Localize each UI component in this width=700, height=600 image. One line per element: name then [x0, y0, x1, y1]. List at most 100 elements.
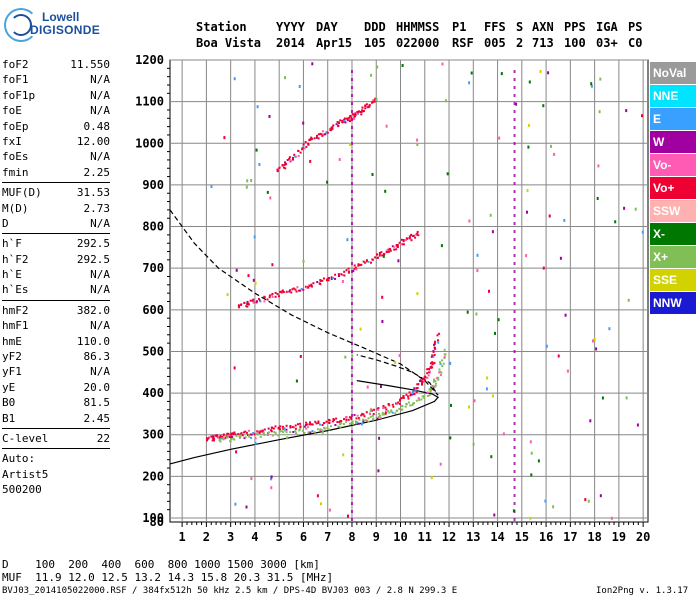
echo-point: [213, 438, 216, 441]
echo-point: [285, 290, 288, 293]
echo-point: [268, 296, 271, 299]
param-name: foEs: [2, 150, 29, 164]
echo-point: [416, 230, 419, 233]
noise-echo-point: [439, 462, 442, 466]
echo-point: [398, 407, 401, 410]
echo-point: [421, 383, 423, 386]
noise-echo-point: [268, 115, 271, 118]
echo-point: [337, 125, 340, 128]
noise-echo-point: [527, 145, 530, 149]
noise-echo-point: [401, 64, 404, 67]
echo-point: [222, 434, 225, 437]
echo-point: [429, 389, 432, 392]
echo-point: [370, 409, 373, 412]
electron-density-profile-solid: [169, 380, 440, 465]
echo-point: [297, 423, 299, 426]
noise-echo-point: [416, 292, 419, 296]
echo-point: [232, 433, 235, 436]
echo-point: [426, 376, 429, 379]
noise-echo-point: [226, 293, 229, 297]
echo-point: [325, 420, 328, 423]
param-value: 2.45: [83, 411, 111, 425]
echo-point: [362, 420, 365, 423]
echo-point: [356, 414, 359, 417]
echo-point: [289, 431, 292, 434]
echo-point: [350, 117, 353, 120]
noise-echo-point: [245, 505, 248, 509]
echo-point: [299, 151, 302, 154]
echo-point: [317, 420, 320, 423]
echo-point: [417, 234, 420, 237]
param-value: 86.3: [83, 350, 111, 364]
echo-point: [279, 428, 281, 431]
x-tick-label: 14: [490, 530, 504, 544]
echo-point: [399, 398, 402, 401]
echo-point: [218, 438, 221, 441]
echo-point: [345, 418, 348, 421]
param-separator: [2, 427, 110, 429]
echo-point: [401, 243, 404, 246]
echo-point: [330, 276, 333, 279]
echo-point: [407, 395, 409, 398]
echo-point: [402, 396, 405, 399]
echo-point: [288, 290, 291, 293]
noise-echo-point: [525, 254, 528, 258]
echo-point: [328, 422, 331, 424]
header-day-value: Apr15: [316, 36, 353, 50]
noise-echo-point: [377, 469, 380, 473]
noise-echo-point: [252, 278, 255, 282]
echo-point: [278, 426, 281, 429]
echo-point: [401, 238, 403, 241]
trace-3rd-hop: [276, 97, 378, 173]
echo-point: [206, 437, 208, 440]
echo-point: [321, 279, 324, 282]
echo-point: [434, 380, 437, 382]
muf-distance-label: D: [2, 558, 9, 571]
echo-point: [305, 286, 308, 289]
echo-point: [293, 153, 296, 156]
trace-2nd-hop: [237, 230, 420, 309]
echo-point: [237, 304, 240, 307]
echo-point: [292, 287, 295, 290]
noise-echo-point: [380, 385, 382, 388]
param-value: 292.5: [76, 252, 110, 266]
param-row: h`Es N/A: [2, 282, 110, 297]
noise-echo-point: [341, 280, 344, 283]
echo-point: [412, 234, 415, 237]
echo-point: [393, 245, 396, 248]
echo-point: [413, 387, 416, 390]
echo-point: [340, 422, 343, 425]
echo-point: [401, 405, 404, 408]
muf-frequency-values: 11.9 12.0 12.5 13.2 14.3 15.8 20.3 31.5 …: [35, 571, 334, 584]
echo-point: [296, 286, 299, 289]
noise-echo-point: [587, 499, 590, 503]
param-name: hmF1: [2, 319, 29, 333]
noise-echo-point: [557, 354, 560, 358]
echo-point: [302, 143, 305, 146]
echo-point: [400, 243, 403, 245]
echo-point: [330, 278, 333, 280]
noise-echo-point: [347, 514, 349, 518]
x-tick-label: 9: [373, 530, 380, 544]
echo-point: [368, 105, 371, 108]
header-axn-label: AXN: [532, 20, 554, 34]
header-p1-value: RSF: [452, 36, 474, 50]
noise-echo-point: [284, 76, 286, 80]
legend-entry-nnw: NNW: [650, 292, 696, 314]
echo-point: [309, 431, 312, 434]
noise-echo-point: [468, 81, 471, 85]
echo-point: [378, 254, 381, 257]
echo-point: [405, 393, 408, 396]
echo-point: [231, 435, 234, 438]
echo-point: [281, 164, 284, 166]
param-separator: [2, 299, 110, 301]
echo-point: [362, 413, 365, 416]
echo-point: [400, 397, 403, 400]
noise-echo-point: [529, 440, 532, 444]
param-name: B0: [2, 396, 16, 410]
header-axn-value: 713: [532, 36, 554, 50]
echo-point: [344, 416, 347, 419]
echo-point: [438, 371, 441, 374]
x-tick-label: 5: [276, 530, 283, 544]
y-tick-label: 200: [142, 469, 164, 483]
